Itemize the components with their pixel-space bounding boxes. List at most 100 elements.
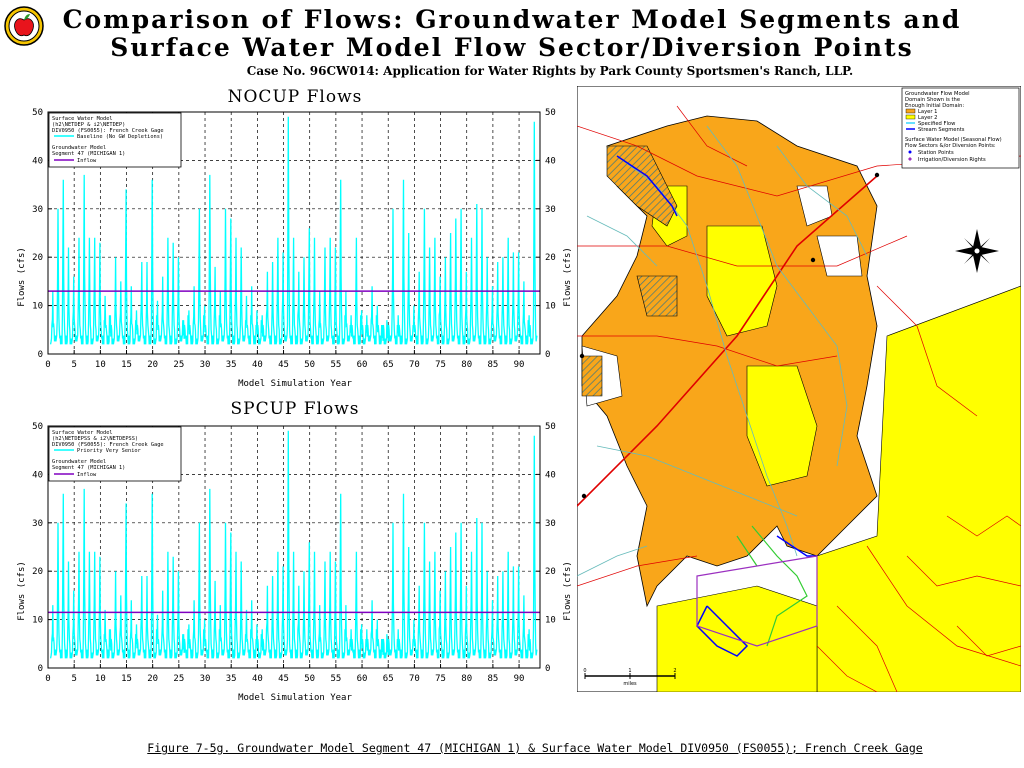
y-tick-label: 50 <box>32 422 43 432</box>
legend-line: (h2\NETDEP & i2\NETDEP) <box>52 122 125 128</box>
x-tick-label: 20 <box>147 674 158 684</box>
x-tick-label: 50 <box>304 360 315 370</box>
legend-line: Groundwater Model <box>52 145 106 151</box>
y-tick-labels-left: 0 10 20 30 40 50 <box>32 108 52 360</box>
y-tick-label: 20 <box>32 253 43 263</box>
legend-line: Segment 47 (MICHIGAN 1) <box>52 151 125 157</box>
x-tick-label: 5 <box>71 674 76 684</box>
spcup-flows-chart: SPCUP Flows 0 10 20 30 40 50 0 10 20 30 40 50 0 5 10… <box>17 399 573 703</box>
legend-line: Priority Very Senior <box>77 448 141 454</box>
x-tick-label: 25 <box>173 674 184 684</box>
chart-legend: Surface Water Model(h2\NETDEPSS & i2\NET… <box>48 426 182 482</box>
map-layer1-region <box>581 115 878 608</box>
scale-tick: 0 <box>583 668 586 674</box>
y-tick-label: 40 <box>545 470 556 480</box>
x-tick-label: 45 <box>278 674 289 684</box>
y-tick-label: 10 <box>545 616 556 626</box>
x-tick-label: 70 <box>409 360 420 370</box>
x-tick-label: 80 <box>461 360 472 370</box>
y-axis-label-left: Flows (cfs) <box>17 561 27 621</box>
y-tick-label: 0 <box>545 350 550 360</box>
y-tick-label: 50 <box>32 108 43 118</box>
map-legend-line: Layer 1 <box>918 109 937 115</box>
x-tick-label: 0 <box>45 674 50 684</box>
x-tick-label: 10 <box>95 360 106 370</box>
scale-label: miles <box>623 681 637 687</box>
map-legend-line: Enough Initial Domain: <box>905 103 964 109</box>
map-legend-line: Groundwater Flow Model <box>905 91 970 97</box>
x-tick-label: 0 <box>45 360 50 370</box>
legend-line: Groundwater Model <box>52 459 106 465</box>
legend-box <box>48 426 182 482</box>
groundwater-model-map: Groundwater Flow Model Domain Shown is t… <box>577 86 1021 692</box>
map-legend-line: Layer 2 <box>918 115 937 121</box>
legend-line: Surface Water Model <box>52 116 113 122</box>
x-tick-label: 40 <box>252 360 263 370</box>
apple-logo-icon <box>4 6 44 46</box>
y-tick-label: 10 <box>545 302 556 312</box>
y-tick-label: 40 <box>545 156 556 166</box>
x-tick-label: 15 <box>121 360 132 370</box>
x-tick-label: 80 <box>461 674 472 684</box>
x-tick-label: 90 <box>514 360 525 370</box>
map-legend-line: Station Points <box>918 150 954 156</box>
map-scale-bar: 0 1 2 miles <box>583 668 676 687</box>
x-tick-label: 75 <box>435 360 446 370</box>
y-tick-label: 40 <box>32 156 43 166</box>
x-tick-label: 35 <box>226 674 237 684</box>
y-tick-label: 20 <box>32 567 43 577</box>
legend-line: (h2\NETDEPSS & i2\NETDEPSS) <box>52 436 138 442</box>
y-tick-labels-right: 0 10 20 30 40 50 <box>536 422 556 674</box>
y-tick-label: 10 <box>32 302 43 312</box>
series-line-flows-path <box>49 116 538 345</box>
chart-title: NOCUP Flows <box>228 87 363 107</box>
y-axis-label-right: Flows (cfs) <box>563 247 573 307</box>
x-tick-label: 55 <box>330 674 341 684</box>
series-line-flows <box>49 116 538 345</box>
y-tick-label: 30 <box>545 205 556 215</box>
x-tick-label: 5 <box>71 360 76 370</box>
nocup-flows-chart: NOCUP Flows 0 10 20 30 40 50 0 10 20 30 40 50 0 5 10… <box>17 87 573 389</box>
x-tick-label: 85 <box>487 674 498 684</box>
legend-line: Inflow <box>77 472 97 478</box>
legend-line: Baseline (No GW Depletions) <box>77 134 163 140</box>
y-tick-labels-left: 0 10 20 30 40 50 <box>32 422 52 674</box>
x-tick-label: 35 <box>226 360 237 370</box>
x-tick-labels: 0 5 10 15 20 25 30 35 40 45 50 55 60 65 70 75 80 85 90 <box>45 350 524 370</box>
scale-tick: 2 <box>673 668 676 674</box>
x-tick-label: 50 <box>304 674 315 684</box>
map-station-points <box>579 172 880 499</box>
chart-title: SPCUP Flows <box>230 399 359 419</box>
x-tick-label: 70 <box>409 674 420 684</box>
legend-line: DIV0950 (FS0055): French Creek Gage <box>52 442 164 448</box>
x-tick-label: 75 <box>435 674 446 684</box>
y-tick-label: 0 <box>38 664 43 674</box>
x-tick-label: 60 <box>357 360 368 370</box>
scale-tick: 1 <box>628 668 631 674</box>
figure-caption: Figure 7-5g. Groundwater Model Segment 4… <box>147 741 923 755</box>
y-tick-label: 30 <box>545 519 556 529</box>
y-tick-label: 20 <box>545 253 556 263</box>
y-tick-label: 30 <box>32 519 43 529</box>
y-tick-label: 20 <box>545 567 556 577</box>
map-legend-line: Surface Water Model (Seasonal Flow) <box>905 137 1002 143</box>
y-axis-label-left: Flows (cfs) <box>17 247 27 307</box>
x-tick-label: 25 <box>173 360 184 370</box>
plot-frame <box>47 111 541 355</box>
x-tick-label: 60 <box>357 674 368 684</box>
plot-frame <box>47 425 541 669</box>
map-legend: Groundwater Flow Model Domain Shown is t… <box>901 87 1020 169</box>
x-tick-label: 55 <box>330 360 341 370</box>
x-tick-label: 30 <box>200 360 211 370</box>
y-tick-label: 30 <box>32 205 43 215</box>
x-tick-label: 10 <box>95 674 106 684</box>
compass-rose-icon <box>955 229 999 273</box>
x-tick-label: 45 <box>278 360 289 370</box>
y-tick-label: 50 <box>545 108 556 118</box>
x-tick-label: 30 <box>200 674 211 684</box>
y-tick-label: 0 <box>545 664 550 674</box>
x-axis-label: Model Simulation Year <box>238 379 352 389</box>
x-tick-label: 40 <box>252 674 263 684</box>
x-tick-label: 65 <box>383 360 394 370</box>
series-line-flows <box>49 430 538 659</box>
